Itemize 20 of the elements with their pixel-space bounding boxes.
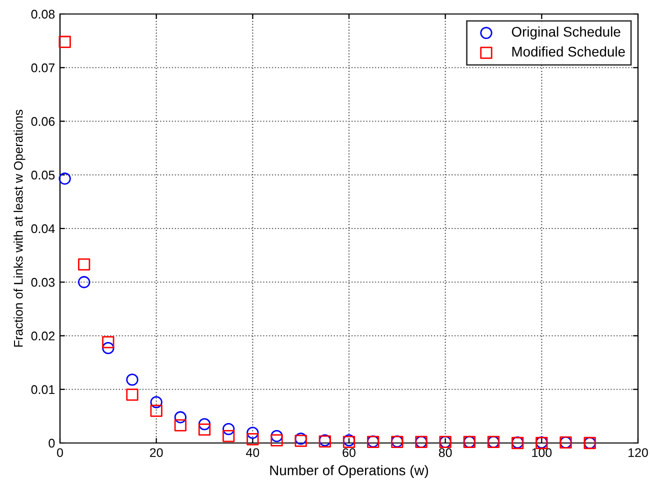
- legend-label: Original Schedule: [512, 26, 620, 40]
- y-tick-label: 0.01: [31, 385, 55, 394]
- y-tick-label: 0: [48, 438, 55, 448]
- y-tick-label: 0.03: [31, 278, 55, 287]
- y-tick-label: 0.02: [31, 332, 55, 340]
- x-tick-label: 40: [246, 448, 260, 458]
- x-tick-label: 120: [628, 448, 648, 458]
- y-tick-label: 0.06: [31, 117, 55, 126]
- x-tick-label: 20: [150, 448, 163, 458]
- x-tick-label: 0: [57, 448, 63, 458]
- x-axis-title: Number of Operations (w): [270, 465, 428, 478]
- x-tick-label: 100: [532, 448, 552, 458]
- y-tick-label: 0.08: [31, 10, 55, 19]
- y-tick-label: 0.04: [31, 224, 55, 234]
- y-tick-label: 0.05: [31, 170, 55, 180]
- y-tick-label: 0.07: [31, 63, 55, 72]
- x-tick-label: 60: [342, 448, 356, 458]
- y-axis-title: Fraction of Links with at least w Operations: [14, 110, 26, 347]
- x-tick-label: 80: [438, 448, 452, 458]
- legend-label: Modified Schedule: [512, 46, 625, 57]
